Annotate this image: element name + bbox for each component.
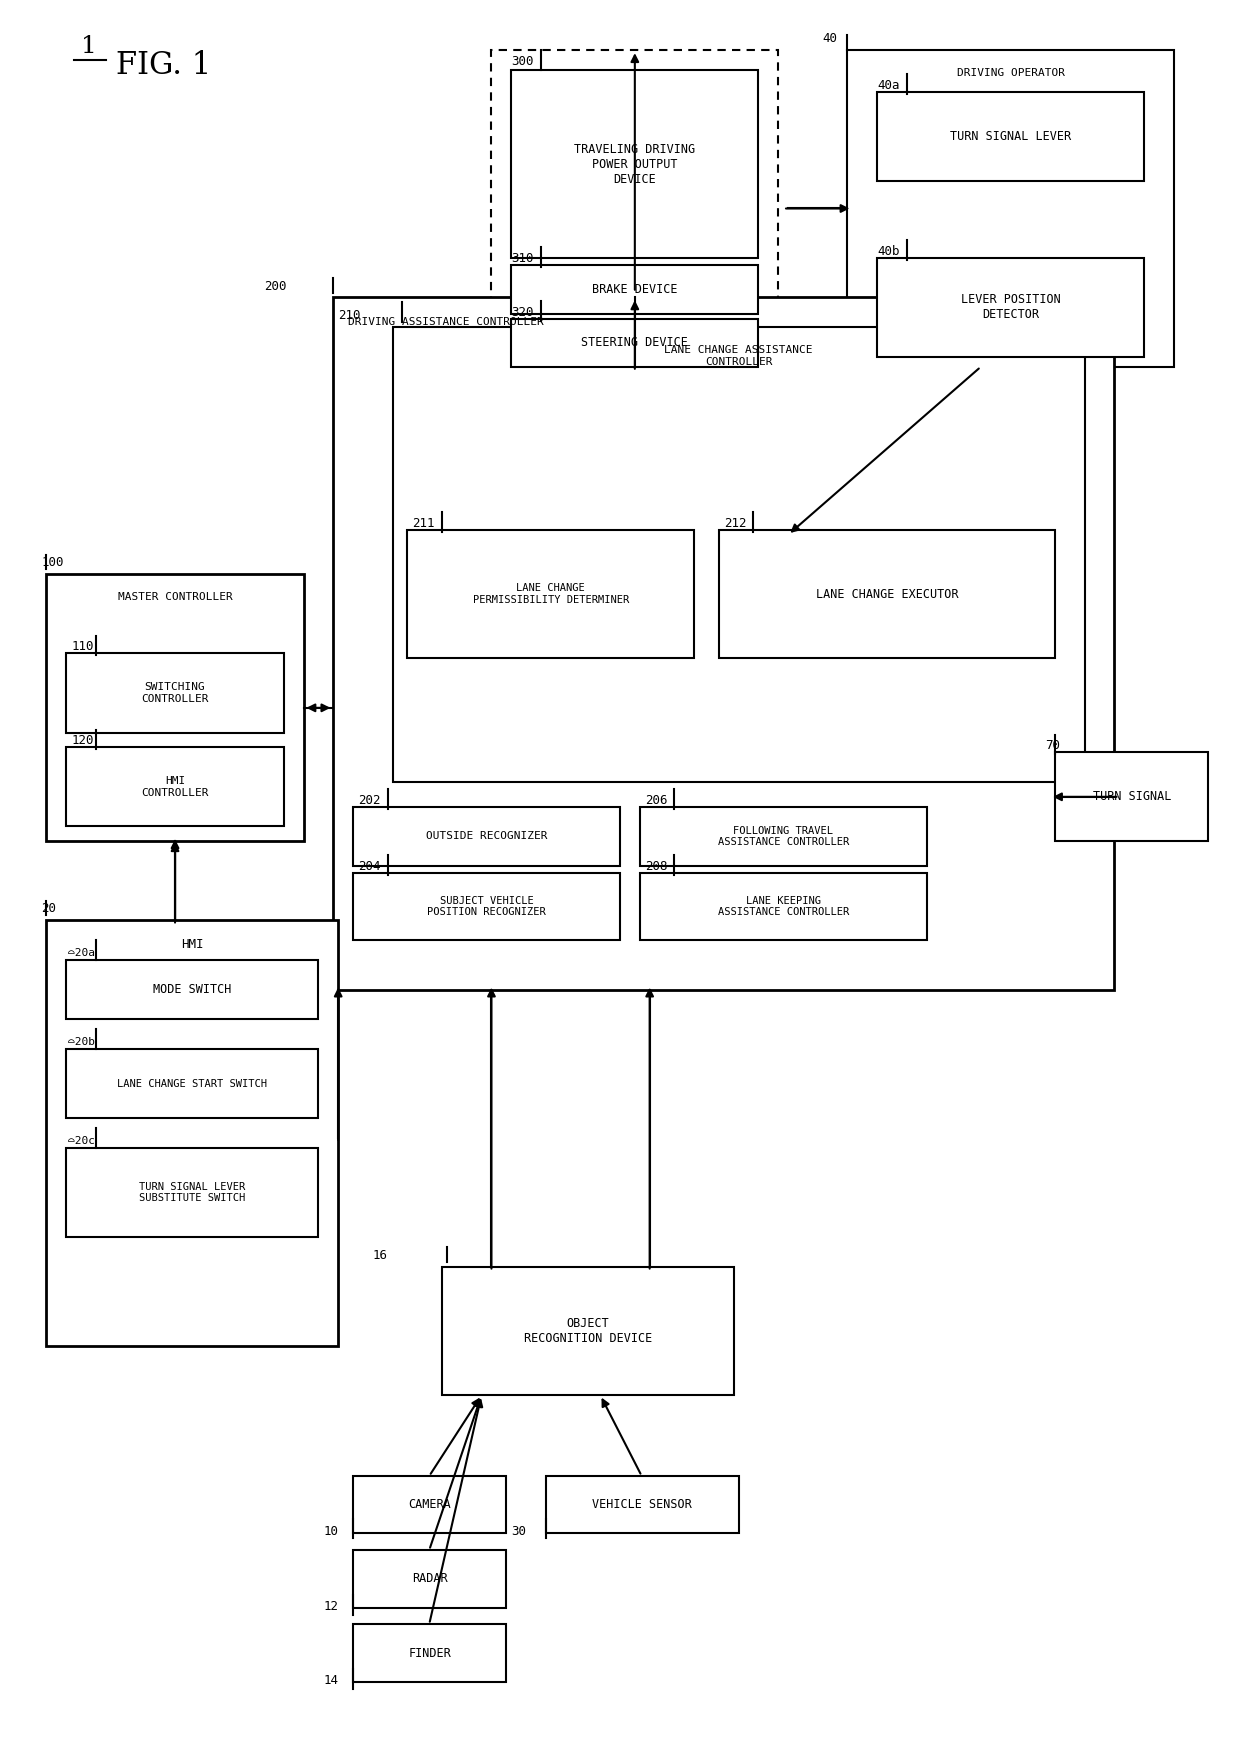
Text: CAMERA: CAMERA <box>408 1499 451 1511</box>
Text: 20: 20 <box>42 902 57 916</box>
FancyBboxPatch shape <box>1055 752 1208 841</box>
Text: FINDER: FINDER <box>408 1647 451 1659</box>
Text: 30: 30 <box>511 1525 526 1539</box>
FancyBboxPatch shape <box>640 872 926 940</box>
FancyBboxPatch shape <box>66 747 284 827</box>
Text: 204: 204 <box>358 860 381 872</box>
Text: SWITCHING
CONTROLLER: SWITCHING CONTROLLER <box>141 682 208 703</box>
Text: DRIVING ASSISTANCE CONTROLLER: DRIVING ASSISTANCE CONTROLLER <box>348 317 544 327</box>
Text: 200: 200 <box>264 280 286 292</box>
Text: 14: 14 <box>324 1673 339 1687</box>
Text: 211: 211 <box>413 517 435 529</box>
Text: LANE CHANGE
PERMISSIBILITY DETERMINER: LANE CHANGE PERMISSIBILITY DETERMINER <box>472 583 629 604</box>
Text: STEERING DEVICE: STEERING DEVICE <box>582 336 688 350</box>
Text: TURN SIGNAL: TURN SIGNAL <box>1092 790 1171 803</box>
Text: ⌓20a: ⌓20a <box>68 949 95 958</box>
Text: 202: 202 <box>358 794 381 806</box>
FancyBboxPatch shape <box>353 1476 506 1534</box>
Text: LEVER POSITION
DETECTOR: LEVER POSITION DETECTOR <box>961 294 1060 322</box>
FancyBboxPatch shape <box>334 298 1115 989</box>
Text: 310: 310 <box>511 252 533 265</box>
Text: TURN SIGNAL LEVER: TURN SIGNAL LEVER <box>950 131 1071 143</box>
FancyBboxPatch shape <box>546 1476 739 1534</box>
Text: 300: 300 <box>511 56 533 68</box>
FancyBboxPatch shape <box>491 50 779 367</box>
Text: 320: 320 <box>511 306 533 319</box>
Text: VEHICLE SENSOR: VEHICLE SENSOR <box>593 1499 692 1511</box>
Text: 100: 100 <box>42 557 64 569</box>
FancyBboxPatch shape <box>66 1147 319 1236</box>
FancyBboxPatch shape <box>441 1266 734 1395</box>
FancyBboxPatch shape <box>66 959 319 1018</box>
Text: LANE KEEPING
ASSISTANCE CONTROLLER: LANE KEEPING ASSISTANCE CONTROLLER <box>718 897 848 918</box>
Text: TRAVELING DRIVING
POWER OUTPUT
DEVICE: TRAVELING DRIVING POWER OUTPUT DEVICE <box>574 143 696 186</box>
Text: RADAR: RADAR <box>412 1572 448 1586</box>
FancyBboxPatch shape <box>353 1624 506 1682</box>
Text: BRAKE DEVICE: BRAKE DEVICE <box>591 284 677 296</box>
Text: DRIVING OPERATOR: DRIVING OPERATOR <box>956 68 1065 78</box>
FancyBboxPatch shape <box>353 1549 506 1607</box>
Text: ⌓20c: ⌓20c <box>68 1135 95 1146</box>
FancyBboxPatch shape <box>46 921 339 1346</box>
FancyBboxPatch shape <box>66 1050 319 1118</box>
FancyBboxPatch shape <box>847 50 1174 367</box>
Text: 208: 208 <box>645 860 667 872</box>
Text: FOLLOWING TRAVEL
ASSISTANCE CONTROLLER: FOLLOWING TRAVEL ASSISTANCE CONTROLLER <box>718 825 848 848</box>
Text: 40a: 40a <box>877 78 899 92</box>
Text: 110: 110 <box>71 641 94 653</box>
FancyBboxPatch shape <box>393 327 1085 782</box>
Text: 10: 10 <box>324 1525 339 1539</box>
FancyBboxPatch shape <box>511 265 759 315</box>
Text: 16: 16 <box>373 1248 388 1262</box>
FancyBboxPatch shape <box>877 92 1145 181</box>
Text: FIG. 1: FIG. 1 <box>115 50 211 82</box>
FancyBboxPatch shape <box>511 70 759 258</box>
Text: 212: 212 <box>724 517 746 529</box>
Text: HMI: HMI <box>181 938 203 951</box>
Text: SUBJECT VEHICLE
POSITION RECOGNIZER: SUBJECT VEHICLE POSITION RECOGNIZER <box>427 897 546 918</box>
Text: 12: 12 <box>324 1600 339 1612</box>
Text: 210: 210 <box>339 310 361 322</box>
FancyBboxPatch shape <box>353 806 620 865</box>
FancyBboxPatch shape <box>66 653 284 733</box>
Text: 70: 70 <box>1045 740 1060 752</box>
Text: 206: 206 <box>645 794 667 806</box>
Text: LANE CHANGE START SWITCH: LANE CHANGE START SWITCH <box>118 1079 268 1088</box>
Text: LANE CHANGE ASSISTANCE
CONTROLLER: LANE CHANGE ASSISTANCE CONTROLLER <box>665 345 813 367</box>
FancyBboxPatch shape <box>877 258 1145 357</box>
FancyBboxPatch shape <box>46 575 304 841</box>
Text: LANE CHANGE EXECUTOR: LANE CHANGE EXECUTOR <box>816 588 959 601</box>
Text: 1: 1 <box>81 35 97 59</box>
FancyBboxPatch shape <box>640 806 926 865</box>
Text: OBJECT
RECOGNITION DEVICE: OBJECT RECOGNITION DEVICE <box>523 1316 652 1344</box>
Text: MASTER CONTROLLER: MASTER CONTROLLER <box>118 592 232 602</box>
Text: TURN SIGNAL LEVER
SUBSTITUTE SWITCH: TURN SIGNAL LEVER SUBSTITUTE SWITCH <box>139 1182 246 1203</box>
FancyBboxPatch shape <box>719 529 1055 658</box>
FancyBboxPatch shape <box>353 872 620 940</box>
Text: OUTSIDE RECOGNIZER: OUTSIDE RECOGNIZER <box>425 832 547 841</box>
Text: 40b: 40b <box>877 245 899 258</box>
Text: MODE SWITCH: MODE SWITCH <box>154 984 232 996</box>
Text: 40: 40 <box>822 33 838 45</box>
Text: 120: 120 <box>71 735 94 747</box>
FancyBboxPatch shape <box>511 319 759 367</box>
Text: HMI
CONTROLLER: HMI CONTROLLER <box>141 776 208 797</box>
FancyBboxPatch shape <box>408 529 694 658</box>
Text: ⌓20b: ⌓20b <box>68 1038 95 1046</box>
